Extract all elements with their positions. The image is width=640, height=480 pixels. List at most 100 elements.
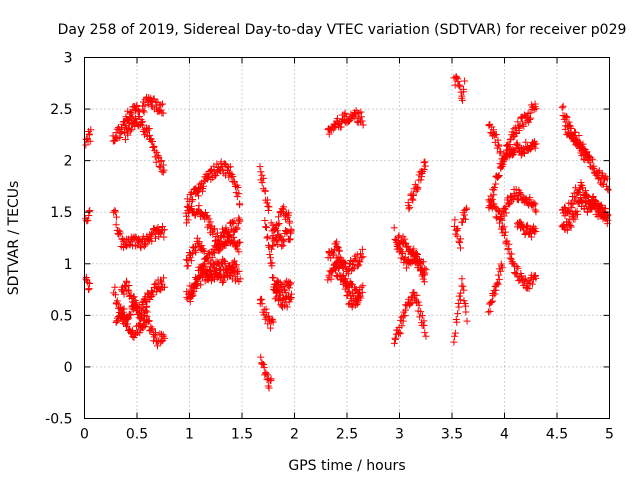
data-point: [462, 302, 470, 310]
data-point: [563, 226, 571, 234]
data-point: [567, 124, 575, 132]
data-point: [567, 223, 575, 231]
data-point: [458, 92, 466, 100]
data-point: [327, 275, 335, 283]
data-point: [184, 262, 192, 270]
data-point: [270, 225, 278, 233]
data-point: [342, 113, 350, 121]
data-point: [456, 244, 464, 252]
data-point: [113, 297, 121, 305]
data-point: [558, 104, 566, 112]
data-point: [590, 196, 598, 204]
data-point: [159, 109, 167, 117]
data-point: [82, 136, 90, 144]
data-point: [137, 244, 145, 252]
data-point: [232, 226, 240, 234]
data-point: [352, 256, 360, 264]
data-point: [516, 219, 524, 227]
data-point: [154, 224, 162, 232]
data-point: [568, 192, 576, 200]
x-tick-label: 1.5: [231, 427, 253, 443]
data-point: [264, 233, 272, 241]
x-axis-label: GPS time / hours: [288, 458, 405, 474]
data-point: [127, 311, 135, 319]
data-point: [228, 218, 236, 226]
data-point: [258, 171, 266, 179]
x-tick-label: 2: [290, 427, 299, 443]
data-point: [266, 324, 274, 332]
data-point: [588, 205, 596, 213]
data-point: [120, 305, 128, 313]
data-point: [494, 141, 502, 149]
data-point: [456, 296, 464, 304]
data-point: [221, 258, 229, 266]
x-tick-label: 4.5: [546, 427, 568, 443]
data-point: [590, 162, 598, 170]
data-point: [86, 137, 94, 145]
data-point: [287, 228, 295, 236]
data-point: [200, 247, 208, 255]
data-point: [562, 122, 570, 130]
data-point: [197, 281, 205, 289]
data-point: [84, 278, 92, 286]
data-point: [194, 192, 202, 200]
data-point: [454, 300, 462, 308]
data-point: [583, 192, 591, 200]
data-point: [498, 264, 506, 272]
data-point: [145, 96, 153, 104]
data-point: [463, 204, 471, 212]
data-point: [203, 212, 211, 220]
data-point: [450, 338, 458, 346]
data-point: [512, 191, 520, 199]
data-point: [230, 233, 238, 241]
data-point: [234, 183, 242, 191]
data-point: [531, 206, 539, 214]
data-point: [269, 221, 277, 229]
data-point: [511, 148, 519, 156]
data-point: [496, 215, 504, 223]
data-point: [124, 117, 132, 125]
data-point: [191, 281, 199, 289]
data-point: [111, 206, 119, 214]
data-point: [566, 123, 574, 131]
data-point: [286, 295, 294, 303]
y-tick-label: 3: [64, 51, 73, 67]
data-point: [157, 101, 165, 109]
data-point: [140, 108, 148, 116]
data-point: [236, 217, 244, 225]
data-point: [136, 320, 144, 328]
data-point: [501, 204, 509, 212]
data-point: [131, 114, 139, 122]
data-point: [263, 234, 271, 242]
data-point: [260, 364, 268, 372]
data-point: [573, 210, 581, 218]
data-point: [159, 161, 167, 169]
data-point: [141, 323, 149, 331]
data-point: [521, 278, 529, 286]
data-point: [573, 136, 581, 144]
data-point: [133, 101, 141, 109]
data-point: [409, 247, 417, 255]
data-point: [488, 297, 496, 305]
data-point: [151, 331, 159, 339]
data-point: [235, 190, 243, 198]
data-point: [498, 163, 506, 171]
data-point: [261, 217, 269, 225]
data-point: [513, 262, 521, 270]
data-point: [235, 248, 243, 256]
data-point: [355, 290, 363, 298]
data-point: [187, 202, 195, 210]
x-tick-label: 3: [395, 427, 404, 443]
data-point: [451, 216, 459, 224]
data-point: [581, 199, 589, 207]
data-point: [583, 149, 591, 157]
data-point: [335, 247, 343, 255]
data-point: [187, 293, 195, 301]
data-point: [520, 122, 528, 130]
data-point: [148, 325, 156, 333]
data-point: [114, 317, 122, 325]
data-point: [287, 294, 295, 302]
data-point: [349, 265, 357, 273]
data-point: [460, 85, 468, 93]
data-point: [131, 242, 139, 250]
